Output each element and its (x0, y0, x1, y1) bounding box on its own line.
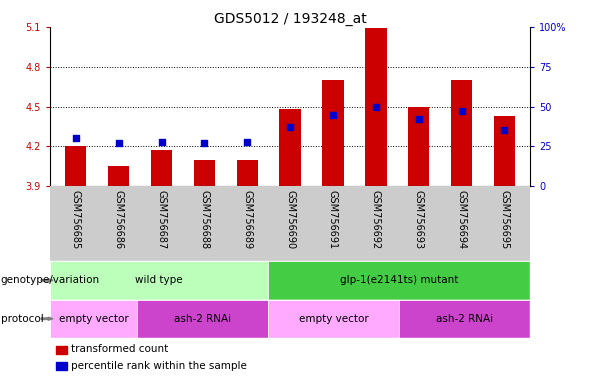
Point (285, 124, 294, 130)
Bar (494, 116, 515, 186)
Bar (408, 106, 429, 186)
Bar (322, 80, 343, 186)
Text: empty vector: empty vector (299, 314, 369, 324)
Text: GSM756694: GSM756694 (456, 190, 466, 249)
Point (414, 116, 423, 122)
Bar (279, 109, 301, 186)
Bar (399, 300, 530, 338)
Point (243, 139, 252, 145)
Point (157, 139, 166, 145)
Text: glp-1(e2141ts) mutant: glp-1(e2141ts) mutant (340, 275, 458, 285)
Text: genotype/variation: genotype/variation (1, 275, 100, 285)
Bar (65, 146, 87, 186)
Bar (50, 261, 268, 300)
Text: GSM756688: GSM756688 (199, 190, 209, 249)
Bar (151, 151, 172, 186)
Text: GSM756689: GSM756689 (242, 190, 252, 249)
Text: ash-2 RNAi: ash-2 RNAi (174, 314, 231, 324)
Bar (237, 160, 258, 186)
Text: GSM756687: GSM756687 (157, 190, 167, 249)
Text: transformed count: transformed count (71, 344, 168, 354)
Point (328, 111, 337, 118)
Text: GSM756691: GSM756691 (328, 190, 338, 249)
Point (114, 140, 123, 146)
Text: wild type: wild type (135, 275, 183, 285)
Text: ash-2 RNAi: ash-2 RNAi (436, 314, 493, 324)
Point (499, 127, 509, 134)
Point (371, 104, 380, 110)
Text: GSM756693: GSM756693 (413, 190, 423, 249)
Bar (137, 300, 268, 338)
Text: GSM756692: GSM756692 (371, 190, 381, 249)
Bar (268, 300, 399, 338)
Bar (268, 261, 530, 300)
Text: GSM756690: GSM756690 (285, 190, 295, 249)
Bar (194, 160, 215, 186)
Text: GSM756685: GSM756685 (71, 190, 81, 249)
Text: percentile rank within the sample: percentile rank within the sample (71, 361, 247, 371)
Text: GSM756686: GSM756686 (114, 190, 124, 249)
Point (457, 108, 466, 114)
Point (71, 135, 81, 141)
Bar (108, 166, 130, 186)
Point (200, 140, 209, 146)
Bar (451, 80, 472, 186)
Bar (50, 300, 137, 338)
Text: protocol: protocol (1, 314, 44, 324)
Bar (365, 28, 386, 186)
Text: GSM756695: GSM756695 (499, 190, 509, 249)
Title: GDS5012 / 193248_at: GDS5012 / 193248_at (214, 12, 366, 26)
Text: empty vector: empty vector (59, 314, 128, 324)
